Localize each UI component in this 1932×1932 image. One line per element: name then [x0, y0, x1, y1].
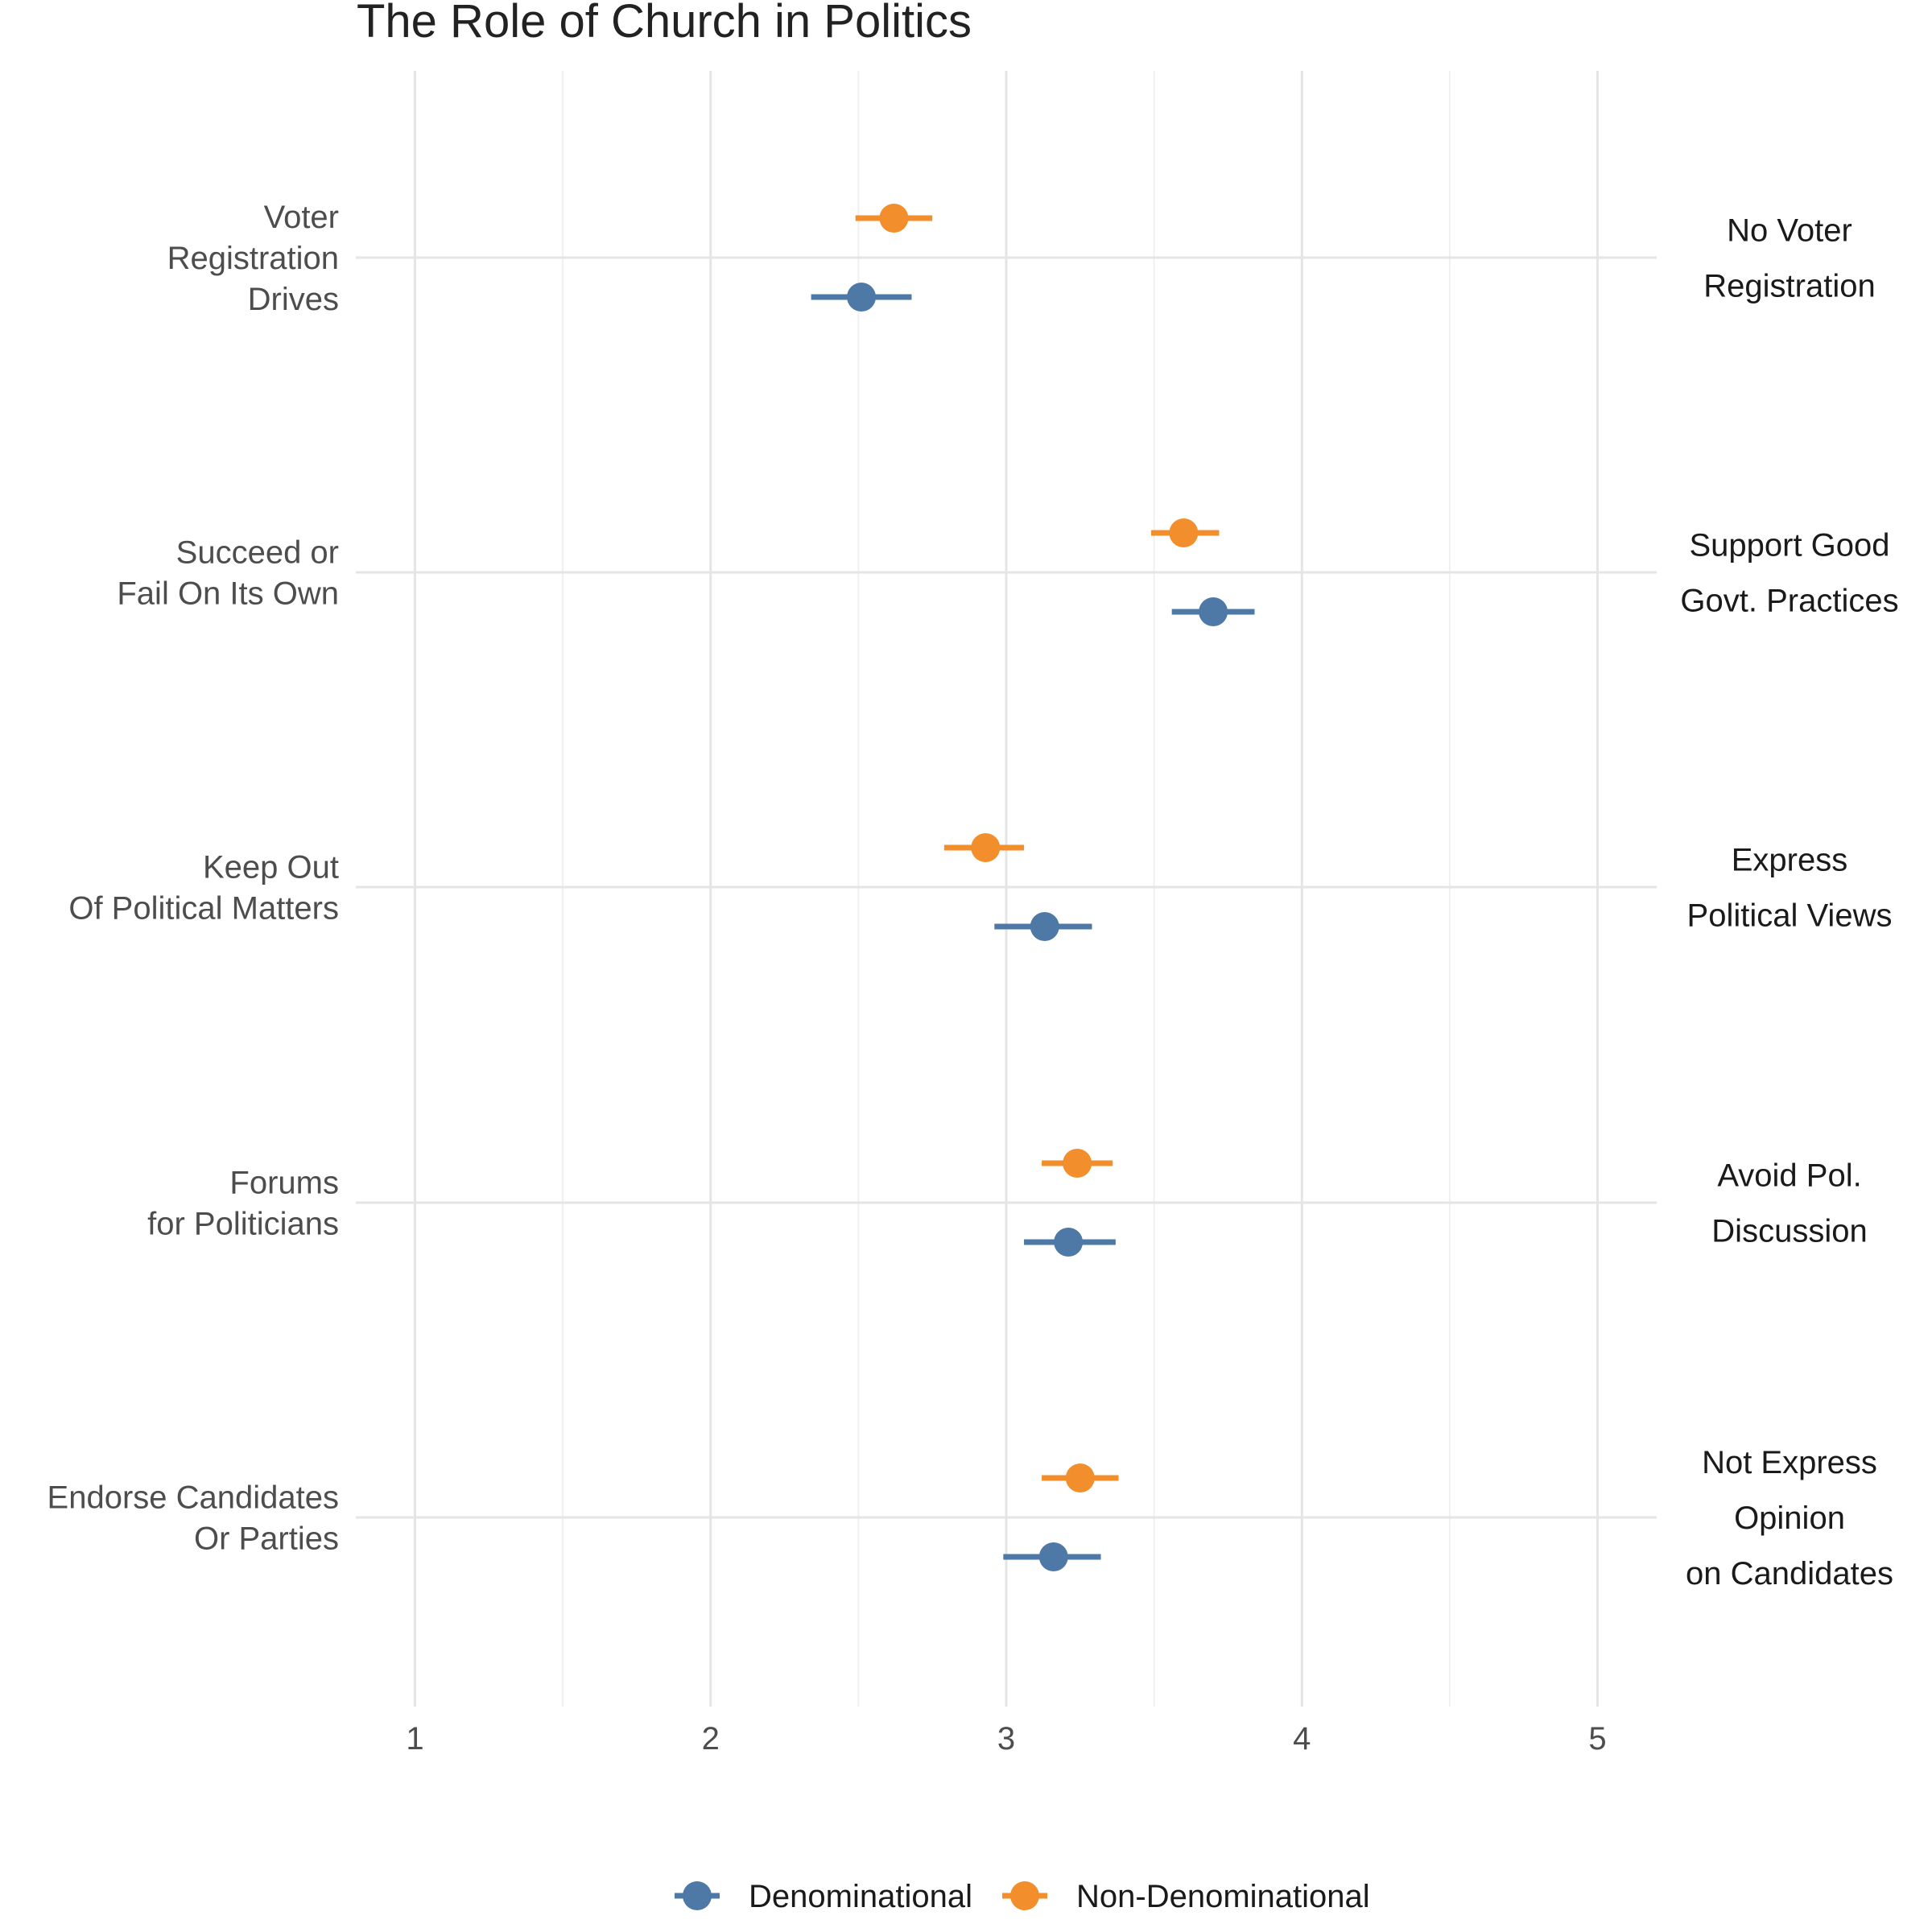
right-category-label-line: Avoid Pol.: [1717, 1158, 1861, 1194]
legend: Denominational Non-Denominational: [675, 1879, 1370, 1914]
right-category-label: No Voter Registration: [1703, 213, 1875, 304]
non-denominational-point: [1065, 1463, 1095, 1492]
left-category-label-line: Of Political Matters: [68, 891, 339, 927]
x-tick-label: 2: [702, 1721, 720, 1757]
legend-label-denominational: Denominational: [749, 1879, 972, 1914]
left-category-label-line: Registration: [167, 241, 339, 276]
left-category-label: Voter Registration Drives: [167, 200, 339, 317]
right-category-label-line: Political Views: [1687, 898, 1893, 934]
chart-title: The Role of Church in Politics: [357, 0, 972, 47]
left-category-label: Endorse Candidates Or Parties: [47, 1480, 339, 1557]
right-category-labels: No Voter Registration Support Good Govt. Pr…: [1680, 213, 1898, 1592]
legend-label-non-denominational: Non-Denominational: [1076, 1879, 1370, 1914]
x-axis-ticks: 1 2 3 4 5: [406, 1721, 1606, 1757]
right-category-label-line: Express: [1732, 843, 1848, 878]
right-category-label-line: Opinion: [1734, 1501, 1845, 1536]
non-denominational-point: [1169, 518, 1199, 547]
right-category-label-line: Not Express: [1702, 1445, 1877, 1480]
left-category-label-line: Succeed or: [176, 535, 339, 571]
denominational-point: [1199, 597, 1228, 626]
left-category-labels: Voter Registration Drives Succeed or Fail On…: [47, 200, 339, 1557]
denominational-point: [1030, 912, 1059, 941]
right-category-label-line: Registration: [1703, 269, 1875, 304]
right-category-label-line: Discussion: [1711, 1214, 1867, 1249]
right-category-label-line: Support Good: [1689, 528, 1889, 564]
legend-key-denominational-point: [683, 1881, 712, 1910]
left-category-label: Keep Out Of Political Matters: [68, 850, 339, 927]
left-category-label-line: Voter: [264, 200, 339, 235]
x-tick-label: 4: [1293, 1721, 1311, 1757]
x-tick-label: 1: [406, 1721, 423, 1757]
right-category-label-line: Govt. Practices: [1680, 584, 1898, 619]
denominational-point: [1054, 1228, 1084, 1257]
non-denominational-point: [879, 204, 909, 233]
non-denominational-point: [1063, 1149, 1092, 1178]
left-category-label-line: for Politicians: [147, 1207, 339, 1242]
left-category-label-line: Keep Out: [203, 850, 339, 886]
left-category-label-line: Endorse Candidates: [47, 1480, 339, 1516]
left-category-label-line: Fail On Its Own: [117, 576, 339, 612]
right-category-label-line: No Voter: [1727, 213, 1852, 249]
data-marks: [811, 204, 1255, 1571]
x-tick-label: 5: [1588, 1721, 1606, 1757]
left-category-label: Succeed or Fail On Its Own: [117, 535, 339, 612]
right-category-label: Support Good Govt. Practices: [1680, 528, 1898, 619]
right-category-label: Not Express Opinion on Candidates: [1686, 1445, 1893, 1591]
left-category-label-line: Forums: [229, 1166, 339, 1201]
denominational-point: [847, 283, 877, 312]
right-category-label: Express Political Views: [1687, 843, 1893, 934]
right-category-label: Avoid Pol. Discussion: [1711, 1158, 1867, 1249]
left-category-label: Forums for Politicians: [147, 1166, 339, 1242]
right-category-label-line: on Candidates: [1686, 1556, 1893, 1591]
left-category-label-line: Drives: [248, 282, 339, 317]
x-tick-label: 3: [997, 1721, 1015, 1757]
grid: [356, 71, 1657, 1707]
non-denominational-point: [971, 833, 1001, 862]
denominational-point: [1038, 1542, 1068, 1571]
left-category-label-line: Or Parties: [194, 1521, 339, 1557]
legend-key-non-denominational-point: [1010, 1881, 1039, 1910]
